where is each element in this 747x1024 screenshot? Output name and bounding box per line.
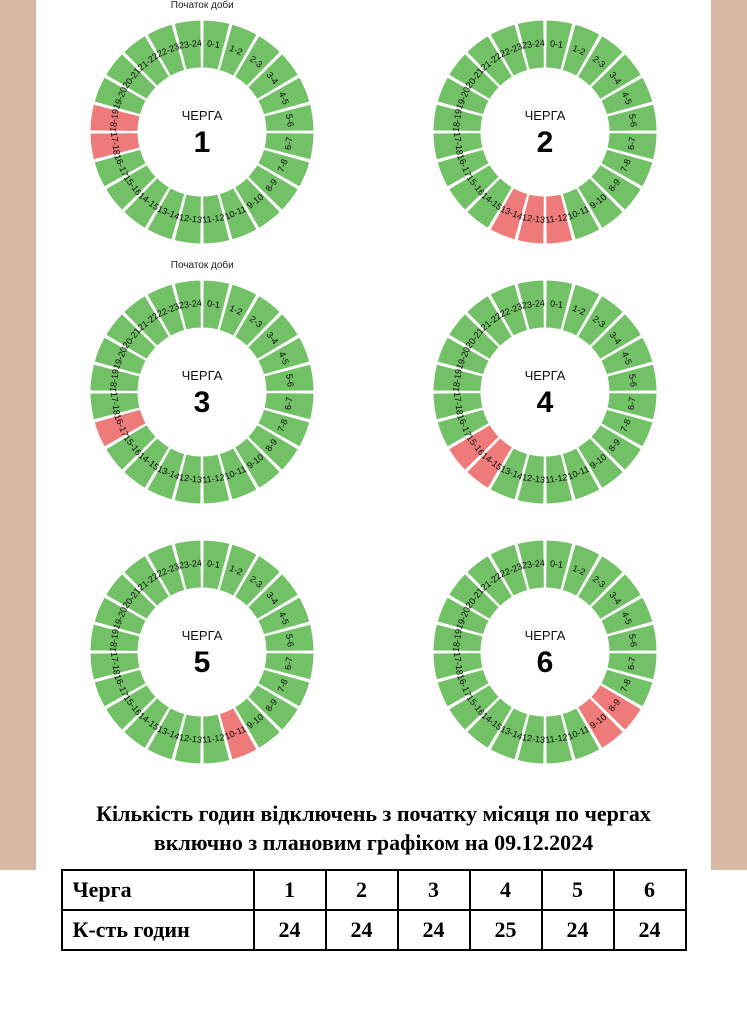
hour-label: 0-1 [207, 38, 221, 50]
wheel-center-number: 4 [536, 386, 553, 419]
hours-table: Черга123456К-сть годин242424252424 [61, 869, 687, 951]
table-col-header: 5 [542, 870, 614, 910]
hour-label: 5-6 [284, 373, 296, 387]
hour-label: 0-1 [207, 298, 221, 310]
table-title: Кількість годин відключень з початку міс… [20, 800, 727, 857]
queue-wheel-4: 0-11-22-33-44-55-66-77-88-99-1010-1111-1… [379, 260, 712, 510]
wheel-center-number: 5 [194, 646, 211, 679]
wheel-center-label: ЧЕРГА [182, 368, 223, 383]
wheel-center-label: ЧЕРГА [524, 628, 565, 643]
summary-section: Кількість годин відключень з початку міс… [0, 780, 747, 975]
queue-wheel-3: Початок доби0-11-22-33-44-55-66-77-88-99… [36, 260, 369, 510]
wheel-grid: Початок доби0-11-22-33-44-55-66-77-88-99… [0, 0, 747, 780]
table-cell: 24 [254, 910, 326, 950]
decorative-band-left [0, 0, 36, 870]
table-header-rowlabel: Черга [62, 870, 254, 910]
wheel-svg: 0-11-22-33-44-55-66-77-88-99-1010-1111-1… [84, 274, 320, 510]
table-col-header: 6 [614, 870, 686, 910]
queue-wheel-2: 0-11-22-33-44-55-66-77-88-99-1010-1111-1… [379, 0, 712, 250]
wheel-center-number: 6 [536, 646, 553, 679]
hour-label: 5-6 [284, 633, 296, 647]
table-cell: 24 [542, 910, 614, 950]
wheel-svg: 0-11-22-33-44-55-66-77-88-99-1010-1111-1… [84, 14, 320, 250]
hour-label: 6-7 [626, 656, 638, 670]
wheel-center-number: 2 [536, 126, 553, 159]
wheel-center-number: 1 [194, 126, 211, 159]
wheel-svg: 0-11-22-33-44-55-66-77-88-99-1010-1111-1… [427, 14, 663, 250]
hour-label: 5-6 [627, 633, 639, 647]
decorative-band-right [711, 0, 747, 870]
hour-label: 5-6 [627, 113, 639, 127]
wheel-center-label: ЧЕРГА [182, 108, 223, 123]
hour-label: 6-7 [283, 396, 295, 410]
wheel-center-number: 3 [194, 386, 211, 419]
wheel-svg: 0-11-22-33-44-55-66-77-88-99-1010-1111-1… [427, 274, 663, 510]
table-col-header: 2 [326, 870, 398, 910]
hour-label: 6-7 [626, 396, 638, 410]
wheel-center-label: ЧЕРГА [182, 628, 223, 643]
queue-wheel-6: 0-11-22-33-44-55-66-77-88-99-1010-1111-1… [379, 520, 712, 770]
table-title-line1: Кількість годин відключень з початку міс… [96, 801, 651, 826]
hour-label: 0-1 [207, 558, 221, 570]
wheel-top-label: Початок доби [171, 260, 234, 272]
wheel-svg: 0-11-22-33-44-55-66-77-88-99-1010-1111-1… [427, 534, 663, 770]
table-col-header: 4 [470, 870, 542, 910]
wheel-top-label: Початок доби [171, 0, 234, 12]
hour-label: 0-1 [549, 298, 563, 310]
hour-label: 0-1 [549, 38, 563, 50]
wheel-center-label: ЧЕРГА [524, 368, 565, 383]
table-cell: 25 [470, 910, 542, 950]
hour-label: 6-7 [626, 136, 638, 150]
hour-label: 6-7 [283, 136, 295, 150]
queue-wheel-5: 0-11-22-33-44-55-66-77-88-99-1010-1111-1… [36, 520, 369, 770]
hour-label: 6-7 [283, 656, 295, 670]
table-row-label: К-сть годин [62, 910, 254, 950]
table-cell: 24 [326, 910, 398, 950]
table-cell: 24 [398, 910, 470, 950]
table-title-line2: включно з плановим графіком на 09.12.202… [154, 830, 593, 855]
table-cell: 24 [614, 910, 686, 950]
queue-wheel-1: Початок доби0-11-22-33-44-55-66-77-88-99… [36, 0, 369, 250]
table-col-header: 1 [254, 870, 326, 910]
table-col-header: 3 [398, 870, 470, 910]
hour-label: 5-6 [627, 373, 639, 387]
wheel-center-label: ЧЕРГА [524, 108, 565, 123]
wheel-svg: 0-11-22-33-44-55-66-77-88-99-1010-1111-1… [84, 534, 320, 770]
hour-label: 0-1 [549, 558, 563, 570]
hour-label: 5-6 [284, 113, 296, 127]
